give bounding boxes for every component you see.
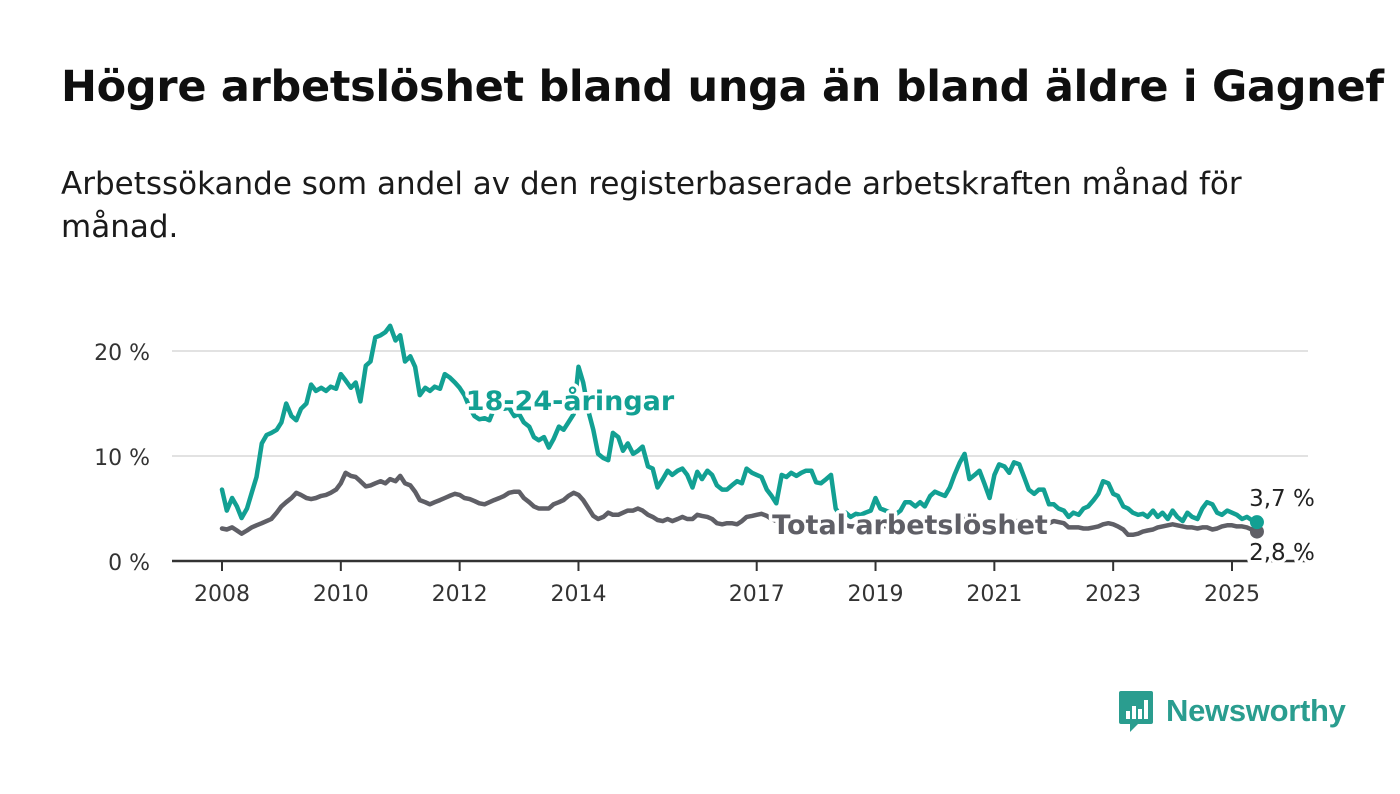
chart-subtitle: Arbetssökande som andel av den registerb… [61, 166, 1242, 245]
x-tick-label: 2021 [966, 582, 1022, 607]
end-value-label: 3,7 % [1249, 486, 1315, 512]
y-tick-label: 10 % [94, 446, 150, 471]
series-name-label-halo: Total arbetslöshet [772, 510, 1048, 541]
brand-name: Newsworthy [1166, 693, 1346, 728]
grid-lines [172, 350, 1308, 457]
x-tick-label: 2010 [313, 582, 369, 607]
x-tick-label: 2014 [550, 582, 606, 607]
x-tick-label: 2025 [1204, 582, 1260, 607]
series-name-label: 18-24-åringar [466, 385, 675, 417]
x-tick-label: 2019 [848, 582, 904, 607]
series-line [219, 470, 1260, 538]
series-name-label-halo: 18-24-åringar [466, 385, 675, 417]
x-tick-label: 2008 [194, 582, 250, 607]
series-lines [219, 323, 1264, 539]
series-line [219, 323, 1260, 525]
end-value-label-halo: 3,7 % [1249, 486, 1315, 512]
chart-title: Högre arbetslöshet bland unga än bland ä… [61, 62, 1384, 112]
y-tick-label: 0 % [108, 551, 150, 576]
x-tick-label: 2023 [1085, 582, 1141, 607]
series-end-point [1249, 515, 1264, 530]
bar-chart-speech-bubble-icon [1119, 691, 1153, 732]
y-tick-label: 20 % [94, 341, 150, 366]
x-tick-label: 2017 [729, 582, 785, 607]
x-axis-ticks: 2008 2010 2012 2014 2017 2019 2021 2023 2025 [172, 559, 1308, 607]
end-value-label: 2,8 % [1249, 540, 1315, 566]
y-axis-ticks: 0 % 10 % 20 % [94, 341, 150, 576]
x-tick-label: 2012 [432, 582, 488, 607]
end-value-label-halo: 2,8 % [1249, 540, 1315, 566]
newsworthy-logo[interactable]: Newsworthy [1118, 689, 1346, 733]
series-name-label: Total arbetslöshet [772, 510, 1048, 541]
